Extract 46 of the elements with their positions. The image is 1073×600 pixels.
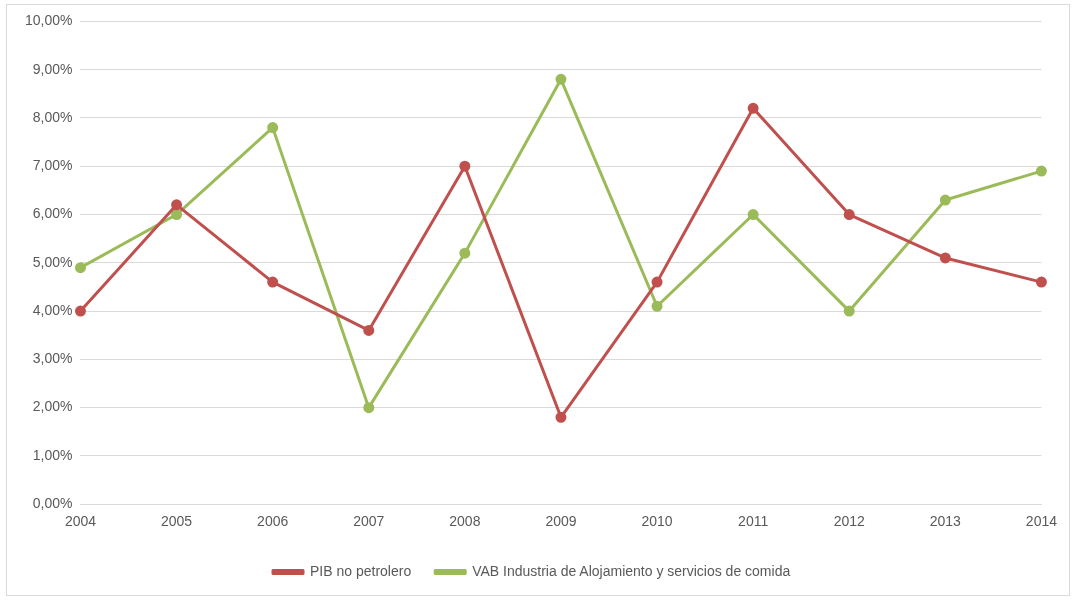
y-tick-label: 3,00% — [32, 350, 73, 367]
legend-label: VAB Industria de Alojamiento y servicios de comida — [472, 562, 791, 579]
point — [267, 122, 279, 134]
y-tick-label: 4,00% — [32, 301, 73, 318]
point — [747, 102, 759, 114]
point — [651, 276, 663, 288]
point — [1035, 165, 1047, 177]
x-tick-label: 2004 — [64, 513, 97, 530]
x-tick-label: 2006 — [257, 513, 289, 530]
point — [74, 305, 86, 317]
y-tick-label: 2,00% — [32, 398, 73, 415]
x-tick-label: 2012 — [833, 513, 866, 530]
point — [459, 247, 471, 259]
point — [843, 305, 855, 317]
point — [747, 209, 759, 221]
point — [171, 199, 183, 211]
x-tick-label: 2007 — [353, 513, 385, 530]
y-tick-label: 6,00% — [32, 205, 73, 222]
point — [555, 411, 567, 423]
point — [651, 300, 663, 312]
point — [363, 402, 375, 414]
y-tick-label: 7,00% — [32, 157, 73, 174]
x-tick-label: 2014 — [1025, 513, 1058, 530]
point — [267, 276, 279, 288]
y-tick-label: 9,00% — [32, 60, 73, 77]
point — [459, 160, 471, 172]
point — [939, 252, 951, 264]
point — [74, 262, 86, 274]
point — [363, 324, 375, 336]
point — [555, 73, 567, 85]
x-tick-label: 2010 — [641, 513, 673, 530]
legend-label: PIB no petrolero — [310, 562, 412, 579]
point — [171, 209, 183, 221]
y-tick-label: 10,00% — [25, 12, 73, 29]
point — [939, 194, 951, 206]
x-tick-label: 2013 — [929, 513, 962, 530]
point — [1035, 276, 1047, 288]
y-tick-label: 5,00% — [32, 253, 73, 270]
x-tick-label: 2008 — [449, 513, 481, 530]
y-tick-label: 0,00% — [32, 495, 73, 512]
x-tick-label: 2009 — [545, 513, 577, 530]
y-tick-label: 8,00% — [32, 108, 73, 125]
point — [843, 209, 855, 221]
x-tick-label: 2011 — [738, 513, 769, 530]
y-tick-label: 1,00% — [32, 446, 73, 463]
x-tick-label: 2005 — [161, 513, 193, 530]
